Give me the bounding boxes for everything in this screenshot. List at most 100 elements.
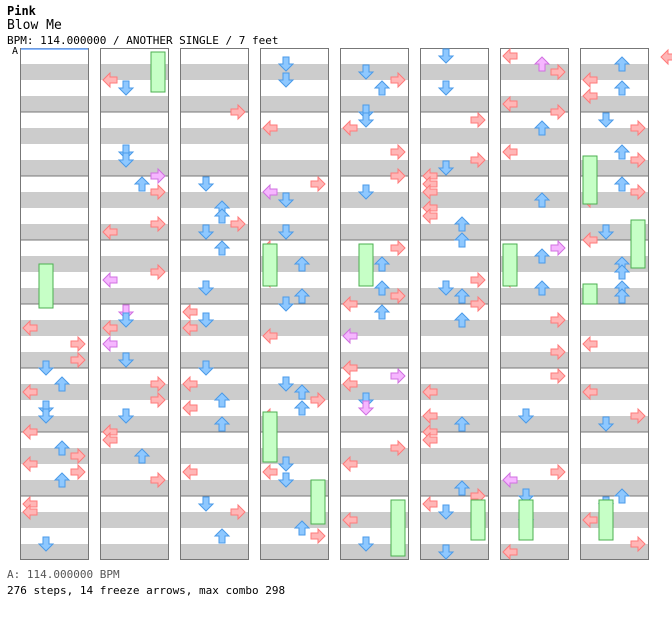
beat-band (581, 192, 648, 208)
step-arrow (102, 431, 118, 449)
step-arrow (422, 407, 438, 425)
beat-band (261, 352, 328, 368)
step-arrow (550, 367, 566, 385)
beat-band (181, 448, 248, 464)
step-arrow (550, 239, 566, 257)
beat-band (581, 352, 648, 368)
beat-band (101, 288, 168, 304)
step-arrow (213, 208, 231, 224)
step-arrow (213, 416, 231, 432)
step-arrow (262, 119, 278, 137)
step-arrow (373, 256, 391, 272)
step-arrow (213, 392, 231, 408)
beat-band (181, 288, 248, 304)
step-arrow (613, 56, 631, 72)
step-arrow (150, 375, 166, 393)
beat-band (581, 96, 648, 112)
beat-band (581, 448, 648, 464)
step-arrow (422, 383, 438, 401)
column-border (580, 48, 649, 560)
step-arrow (102, 223, 118, 241)
step-arrow (630, 535, 646, 553)
beat-band (501, 480, 568, 496)
step-arrow (502, 543, 518, 561)
chart-column (20, 48, 89, 560)
beat-band (21, 512, 88, 528)
beat-band (421, 320, 488, 336)
step-arrow (197, 496, 215, 512)
step-arrow (502, 95, 518, 113)
step-arrow (197, 360, 215, 376)
step-arrow (582, 511, 598, 529)
beat-band (581, 512, 648, 528)
step-arrow (277, 224, 295, 240)
step-arrow (262, 327, 278, 345)
step-arrow (70, 447, 86, 465)
step-arrow (437, 544, 455, 560)
step-arrow (197, 312, 215, 328)
beat-band (181, 512, 248, 528)
step-arrow (342, 511, 358, 529)
freeze-arrow (582, 283, 598, 305)
beat-band (181, 192, 248, 208)
step-arrow (150, 183, 166, 201)
step-arrow (150, 215, 166, 233)
step-arrow (470, 151, 486, 169)
step-arrow (613, 176, 631, 192)
beat-band (21, 128, 88, 144)
step-arrow (437, 280, 455, 296)
beat-band (21, 192, 88, 208)
step-arrow (422, 431, 438, 449)
step-arrow (293, 288, 311, 304)
step-arrow (293, 400, 311, 416)
step-arrow (37, 360, 55, 376)
step-arrow (102, 71, 118, 89)
step-arrow (630, 183, 646, 201)
beat-band (581, 160, 648, 176)
step-arrow (630, 407, 646, 425)
beat-band (101, 128, 168, 144)
beat-band (21, 416, 88, 432)
chart-column (500, 48, 569, 560)
step-arrow (453, 480, 471, 496)
column-border (180, 48, 249, 560)
bpm-summary: A: 114.000000 BPM (7, 568, 120, 581)
beat-band (261, 416, 328, 432)
step-arrow (502, 47, 518, 65)
beat-band (181, 320, 248, 336)
step-arrow (582, 87, 598, 105)
artist-name: Pink (7, 4, 36, 18)
freeze-arrow (502, 243, 518, 287)
step-arrow (102, 335, 118, 353)
beat-band (181, 544, 248, 560)
step-arrow (517, 408, 535, 424)
step-arrow (182, 375, 198, 393)
beat-band (581, 384, 648, 400)
beat-band (261, 128, 328, 144)
step-arrow (582, 383, 598, 401)
step-arrow (22, 383, 38, 401)
step-arrow (262, 463, 278, 481)
step-arrow (630, 151, 646, 169)
step-arrow (197, 224, 215, 240)
step-arrow (197, 176, 215, 192)
freeze-arrow (262, 411, 278, 463)
step-arrow (550, 463, 566, 481)
step-arrow (213, 240, 231, 256)
freeze-arrow (582, 155, 598, 205)
step-arrow (117, 352, 135, 368)
beat-band (21, 448, 88, 464)
beat-band (421, 96, 488, 112)
step-arrow (660, 48, 672, 66)
beat-band (181, 480, 248, 496)
step-arrow (277, 472, 295, 488)
beat-band (421, 192, 488, 208)
beat-band (421, 384, 488, 400)
beat-band (21, 384, 88, 400)
step-arrow (582, 71, 598, 89)
step-arrow (357, 112, 375, 128)
step-arrow (437, 48, 455, 64)
beat-band (101, 352, 168, 368)
beat-band (501, 320, 568, 336)
beat-band (341, 224, 408, 240)
